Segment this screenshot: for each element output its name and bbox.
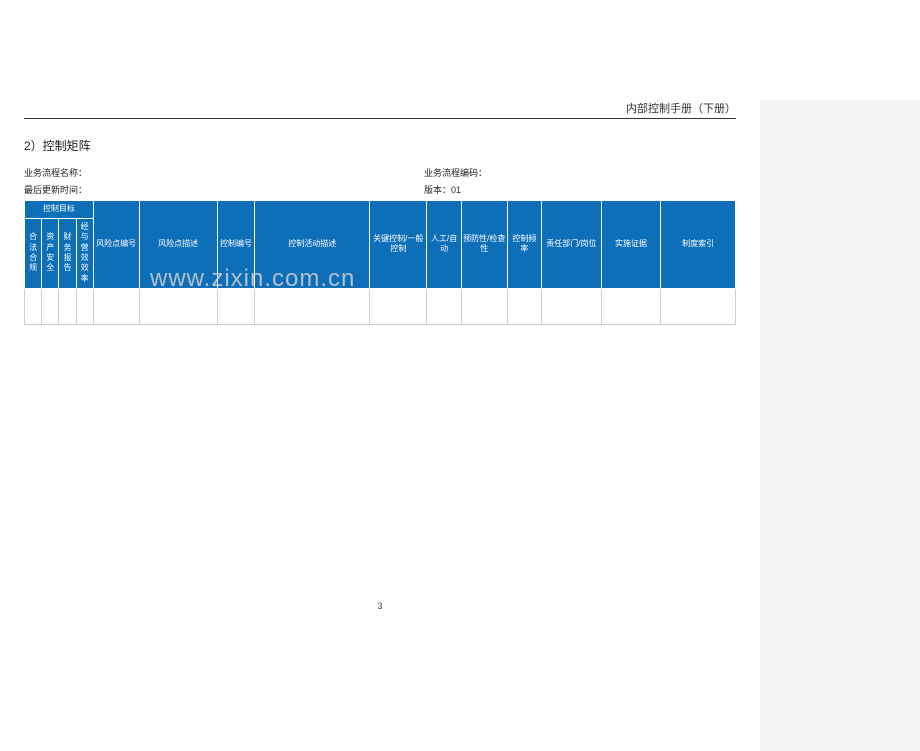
meta-proc-name-label: 业务流程名称： <box>24 166 424 179</box>
meta-last-update-label: 最后更新时间： <box>24 183 424 196</box>
th-sub-legal: 合法合规 <box>25 218 42 288</box>
th-risk-id: 风险点编号 <box>93 201 139 289</box>
th-control-id: 控制编号 <box>217 201 255 289</box>
meta-version-label: 版本： <box>424 185 451 195</box>
doc-header-right: 内部控制手册（下册） <box>24 100 736 119</box>
th-key-control: 关键控制/一般控制 <box>370 201 427 289</box>
th-frequency: 控制频率 <box>507 201 541 289</box>
th-prevent-detect: 预防性/检查性 <box>461 201 507 289</box>
th-sub-finance: 财务报告 <box>59 218 76 288</box>
th-evidence: 实施证据 <box>601 201 661 289</box>
th-risk-desc: 风险点描述 <box>139 201 217 289</box>
th-policy-ref: 制度索引 <box>661 201 736 289</box>
page-number: 3 <box>0 601 760 611</box>
meta-version-value: 01 <box>451 185 461 195</box>
side-gray-panel <box>760 100 920 751</box>
control-matrix-table: 控制目标 风险点编号 风险点描述 控制编号 控制活动描述 关键控制/一般控制 人… <box>24 200 736 325</box>
th-responsible: 责任部门/岗位 <box>542 201 602 289</box>
meta-proc-code-label: 业务流程编码： <box>424 166 736 179</box>
th-group-control-target: 控制目标 <box>25 201 94 219</box>
th-manual-auto: 人工/自动 <box>427 201 461 289</box>
th-sub-asset: 资产安全 <box>42 218 59 288</box>
table-row <box>25 288 736 324</box>
th-control-desc: 控制活动描述 <box>255 201 370 289</box>
th-sub-ops: 经与营效效率 <box>76 218 93 288</box>
section-title: 2）控制矩阵 <box>24 137 736 154</box>
